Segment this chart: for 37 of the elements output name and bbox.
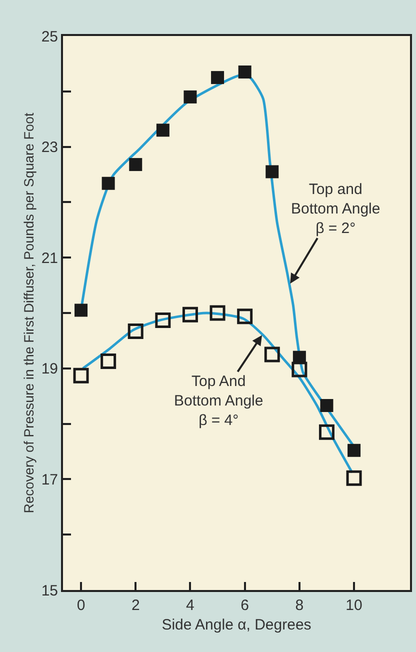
x-tick-label: 10 [346,597,362,614]
point [318,424,334,440]
x-tick-label: 8 [295,597,304,614]
y-axis-title: Recovery of Pressure in the First Diffuser, Pounds per Square Foot [22,112,37,514]
point [320,399,334,412]
point [73,368,89,384]
x-tick-label: 4 [186,597,194,614]
point [346,470,362,486]
x-axis-title: Side Angle α, Degrees [162,616,312,634]
point [348,444,361,457]
point [129,158,142,172]
point [237,308,253,324]
y-tick-label: 19 [41,360,58,378]
point [238,66,252,79]
point [128,324,144,340]
x-tick-label: 6 [240,597,249,614]
y-tick-label: 17 [41,471,58,488]
point [182,306,198,322]
point [74,304,88,317]
y-tick-label: 21 [41,250,58,267]
point [102,176,115,190]
y-tick-label: 25 [41,28,58,46]
annotation: Top And Bottom Angle β = 4° [174,373,264,429]
x-tick-label: 0 [76,597,86,614]
point [184,90,197,104]
annotation: Top and Bottom Angle β = 2° [291,181,380,237]
point [156,124,170,137]
point [264,346,280,362]
point [155,312,171,328]
y-tick-label: 23 [41,139,58,156]
point [100,353,116,369]
y-tick-label: 15 [41,582,58,600]
point [292,362,308,378]
x-tick-label: 2 [131,597,140,614]
point [266,165,279,178]
point [211,71,224,84]
point [210,305,226,321]
